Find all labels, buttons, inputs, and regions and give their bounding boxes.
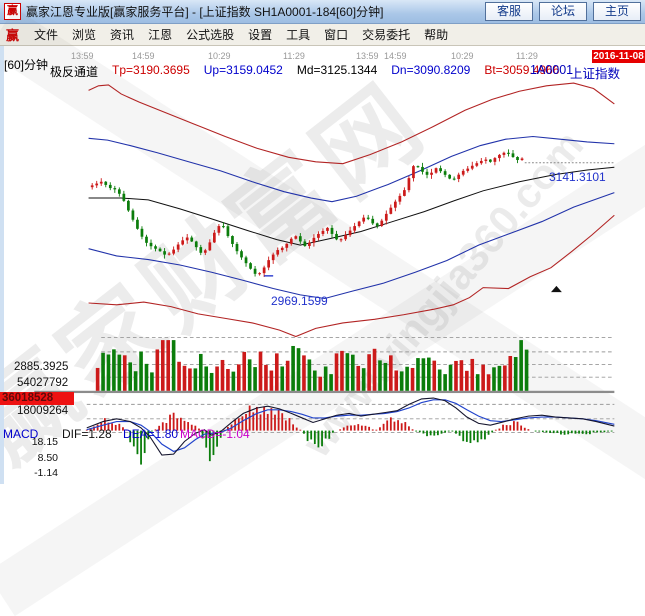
indicator-name: 极反通道 <box>50 65 99 79</box>
indicator-value: Dn=3090.8209 <box>391 63 471 77</box>
menu-item-浏览[interactable]: 浏览 <box>72 28 97 42</box>
macd-header: MACD DIF=1.28 DEA=1.80 MACD=-1.04 <box>3 427 250 441</box>
volume-current-badge: 36018528 <box>0 392 74 405</box>
titlebar-button-论坛[interactable]: 论坛 <box>539 2 587 21</box>
period-label: [60]分钟 <box>4 58 49 72</box>
chart-canvas[interactable] <box>0 46 645 484</box>
macd-value: MACD=-1.04 <box>180 427 250 441</box>
indicator-value: Md=3125.1344 <box>296 63 378 77</box>
chart-area: 赢家财富网 www.yingjia360.com 13:59 14:59 10:29… <box>0 7 645 616</box>
titlebar-buttons: 客服 论坛 主页 <box>485 2 641 21</box>
title-bar: 赢 赢家江恩专业版[赢家服务平台] - [上证指数 SH1A0001-184[6… <box>0 0 645 24</box>
time-tick: 11:29 <box>283 51 305 61</box>
app-icon: 赢 <box>4 3 21 20</box>
macd-dif: DIF=1.28 <box>62 427 112 441</box>
time-tick: 10:29 <box>451 51 474 61</box>
window-title: 赢家江恩专业版[赢家服务平台] - [上证指数 SH1A0001-184[60]… <box>26 5 384 19</box>
time-tick: 14:59 <box>132 51 155 61</box>
menu-item-江恩[interactable]: 江恩 <box>148 28 173 42</box>
menu-bar: 赢 文件 浏览 资讯 江恩 公式选股 设置 工具 窗口 交易委托 帮助 <box>0 24 645 46</box>
time-tick: 13:59 <box>356 51 379 61</box>
time-tick: 11:29 <box>516 51 538 61</box>
time-tick: 10:29 <box>208 51 231 61</box>
menu-item-帮助[interactable]: 帮助 <box>424 28 449 42</box>
last-price-label: 3141.3101 <box>549 170 606 184</box>
indicator-value: Up=3159.0452 <box>203 63 283 77</box>
brand-logo-icon: 赢 <box>6 28 20 43</box>
menu-item-交易委托[interactable]: 交易委托 <box>362 28 411 42</box>
time-tick: 14:59 <box>384 51 407 61</box>
menu-item-设置[interactable]: 设置 <box>248 28 273 42</box>
date-badge: 2016-11-08 <box>592 50 645 63</box>
menu-item-资讯[interactable]: 资讯 <box>110 28 135 42</box>
symbol-name: 上证指数 <box>570 67 621 81</box>
left-frame-strip <box>0 46 4 484</box>
macd-title: MACD <box>3 427 39 441</box>
indicator-value: Bt=3059.4966 <box>484 63 560 77</box>
indicator-row: 极反通道 Tp=3190.3695 Up=3159.0452 Md=3125.134… <box>50 63 559 80</box>
macd-axis-2: 8.50 <box>37 452 58 464</box>
menu-item-工具[interactable]: 工具 <box>286 28 311 42</box>
menu-items: 文件 浏览 资讯 江恩 公式选股 设置 工具 窗口 交易委托 帮助 <box>27 24 455 45</box>
menu-item-窗口[interactable]: 窗口 <box>324 28 349 42</box>
indicator-values: Tp=3190.3695 Up=3159.0452 Md=3125.1344 Dn=3… <box>112 63 559 80</box>
swing-low-label: 2969.1599 <box>271 294 328 308</box>
indicator-value: Tp=3190.3695 <box>112 63 190 77</box>
base-price-label: 2885.3925 <box>14 361 69 373</box>
macd-axis-1: 18.15 <box>31 436 58 448</box>
macd-dea: DEA=1.80 <box>123 427 179 441</box>
volume-axis-upper: 54027792 <box>17 377 69 389</box>
titlebar-button-客服[interactable]: 客服 <box>485 2 533 21</box>
symbol-code: 1A0001 <box>530 63 574 77</box>
menu-item-文件[interactable]: 文件 <box>34 28 59 42</box>
titlebar-button-主页[interactable]: 主页 <box>593 2 641 21</box>
macd-axis-3: -1.14 <box>34 467 58 479</box>
volume-axis-lower: 18009264 <box>17 405 69 417</box>
time-tick: 13:59 <box>71 51 94 61</box>
menu-item-公式选股[interactable]: 公式选股 <box>186 28 235 42</box>
